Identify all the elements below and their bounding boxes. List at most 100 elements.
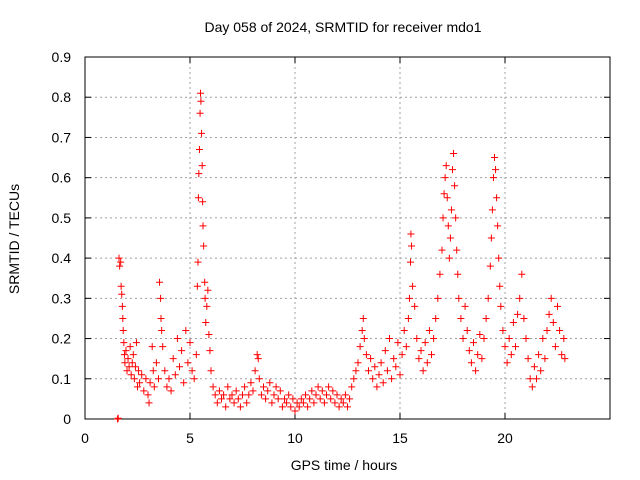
data-point — [306, 395, 314, 403]
data-point — [365, 367, 372, 375]
data-point — [516, 294, 524, 302]
x-tick-labels: 0 5 10 15 20 — [81, 430, 513, 446]
data-point — [201, 294, 209, 302]
data-point — [297, 395, 305, 403]
data-point — [157, 314, 165, 322]
data-point — [255, 375, 263, 383]
data-point — [373, 383, 381, 391]
data-point — [195, 146, 203, 154]
data-point — [121, 359, 129, 367]
data-point — [467, 359, 475, 367]
data-point — [494, 222, 502, 230]
data-point — [308, 387, 316, 395]
data-point — [394, 339, 402, 347]
data-point — [152, 359, 160, 367]
data-point — [362, 351, 370, 359]
data-point — [352, 367, 360, 375]
data-point — [116, 262, 124, 270]
data-point — [199, 198, 207, 206]
data-point — [195, 170, 203, 178]
data-point — [447, 206, 455, 214]
data-point — [115, 254, 123, 262]
data-point — [543, 327, 551, 335]
data-point — [190, 375, 198, 383]
data-point — [262, 395, 270, 403]
data-point — [526, 375, 534, 383]
data-point — [438, 246, 446, 254]
data-point — [402, 343, 410, 351]
data-point — [482, 314, 490, 322]
data-point — [407, 258, 414, 266]
data-point — [193, 282, 201, 290]
data-point — [379, 379, 387, 387]
data-point — [226, 395, 234, 403]
data-point — [283, 399, 291, 407]
data-point — [476, 331, 484, 339]
data-point — [381, 347, 389, 355]
data-point — [230, 399, 238, 407]
data-point — [236, 403, 244, 411]
data-point — [439, 214, 447, 222]
data-point — [360, 335, 368, 343]
data-point — [180, 379, 188, 387]
data-point — [441, 174, 449, 182]
data-point — [144, 391, 152, 399]
data-point — [209, 383, 217, 391]
data-point — [528, 383, 536, 391]
data-point — [452, 214, 460, 222]
data-point — [461, 302, 469, 310]
data-point — [492, 166, 500, 174]
data-point — [474, 351, 482, 359]
data-point — [545, 310, 553, 318]
data-point — [281, 395, 288, 403]
data-point — [375, 371, 383, 379]
data-point — [470, 339, 477, 347]
data-point — [287, 403, 295, 411]
data-point — [302, 391, 309, 399]
data-point — [127, 371, 135, 379]
y-tick-label: 0.2 — [52, 331, 72, 347]
data-point — [350, 375, 358, 383]
data-point — [480, 335, 488, 343]
data-point — [507, 351, 515, 359]
y-axis-title: SRMTID / TECUs — [6, 184, 22, 294]
x-tick-label: 0 — [81, 430, 89, 446]
data-point — [556, 327, 564, 335]
data-point — [201, 278, 209, 286]
data-point — [404, 314, 412, 322]
y-tick-labels: 0 0.1 0.2 0.3 0.4 0.5 0.6 0.7 0.8 0.9 — [52, 49, 72, 427]
data-point — [333, 391, 341, 399]
data-point — [142, 375, 150, 383]
data-point — [478, 355, 486, 363]
data-point — [560, 335, 568, 343]
data-point — [446, 234, 454, 242]
data-point — [165, 375, 173, 383]
data-point — [463, 327, 471, 335]
data-point — [117, 282, 125, 290]
data-point — [146, 379, 154, 387]
data-point — [198, 162, 206, 170]
grid-lines — [85, 57, 610, 419]
data-point — [222, 403, 230, 411]
data-point — [117, 258, 125, 266]
data-point — [327, 395, 335, 403]
data-point — [253, 351, 261, 359]
data-point — [337, 395, 345, 403]
data-point — [392, 363, 400, 371]
data-point — [257, 391, 265, 399]
y-tick-label: 0.8 — [52, 89, 72, 105]
data-point — [453, 246, 461, 254]
data-point — [533, 375, 540, 383]
data-point — [415, 355, 423, 363]
data-point — [331, 399, 339, 407]
data-point — [487, 234, 495, 242]
data-point — [159, 343, 167, 351]
axis-ticks — [84, 56, 610, 420]
data-point — [457, 314, 465, 322]
data-point — [232, 387, 240, 395]
data-point — [215, 387, 223, 395]
data-point — [505, 335, 513, 343]
data-point — [383, 367, 391, 375]
data-point — [176, 363, 183, 371]
data-point — [449, 166, 456, 174]
